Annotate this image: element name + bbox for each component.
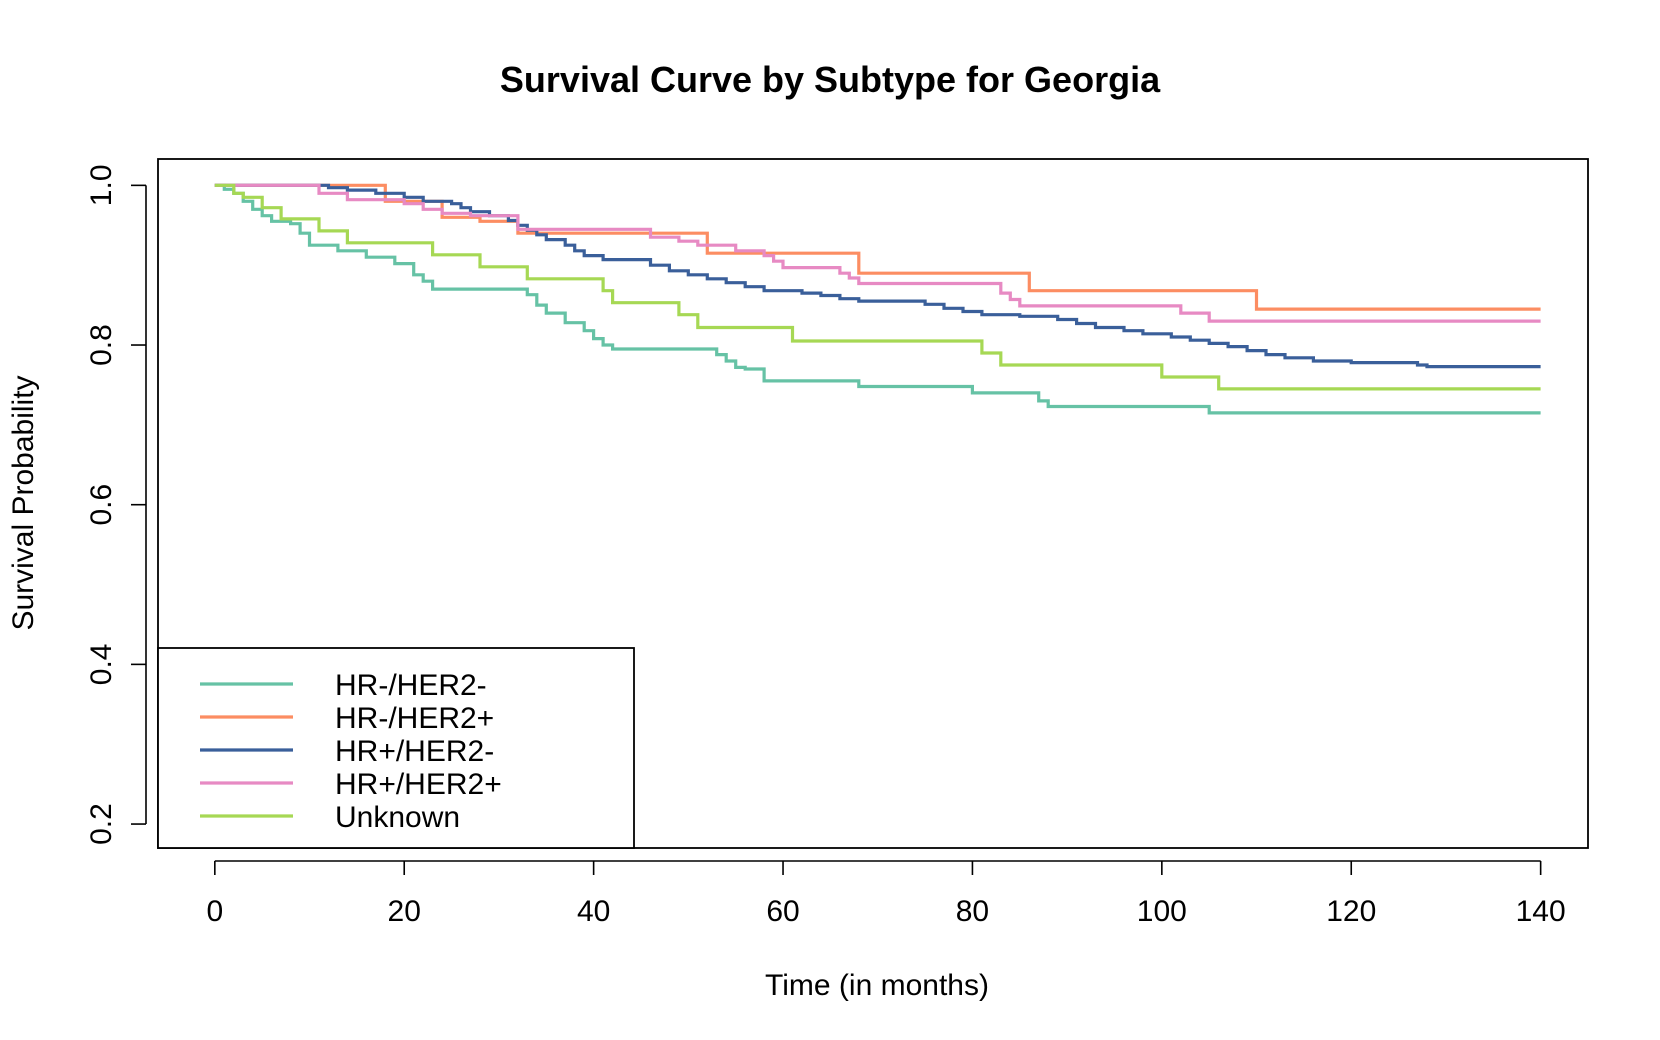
- x-tick-label-40: 40: [577, 895, 610, 928]
- plot-frame: [157, 158, 1589, 849]
- y-tick-label-1.0: 1.0: [85, 164, 118, 206]
- legend-label-HR-/HER2-: HR-/HER2-: [335, 669, 487, 702]
- x-tick-label-120: 120: [1326, 895, 1376, 928]
- x-tick-label-80: 80: [956, 895, 989, 928]
- plot-area: [157, 158, 1589, 849]
- x-tick-label-20: 20: [388, 895, 421, 928]
- legend: HR-/HER2-HR-/HER2+HR+/HER2-HR+/HER2+Unkn…: [157, 647, 635, 849]
- legend-label-HR+/HER2-: HR+/HER2-: [335, 735, 494, 768]
- curve-Unknown: [214, 183, 1541, 391]
- x-tick-label-100: 100: [1137, 895, 1187, 928]
- x-tick-label-60: 60: [766, 895, 799, 928]
- y-tick-label-0.2: 0.2: [85, 803, 118, 845]
- y-axis-label: Survival Probability: [7, 375, 40, 630]
- y-tick-label-0.6: 0.6: [85, 484, 118, 526]
- chart-title: Survival Curve by Subtype for Georgia: [500, 59, 1161, 100]
- curve-HR-/HER2-: [214, 183, 1541, 415]
- curve-HR+/HER2+: [214, 183, 1541, 323]
- x-tick-label-140: 140: [1516, 895, 1566, 928]
- legend-label-Unknown: Unknown: [335, 801, 460, 834]
- survival-curves: [214, 183, 1541, 415]
- legend-label-HR+/HER2+: HR+/HER2+: [335, 768, 502, 801]
- x-axis-label: Time (in months): [765, 969, 989, 1002]
- legend-label-HR-/HER2+: HR-/HER2+: [335, 702, 494, 735]
- curve-HR-/HER2+: [214, 183, 1541, 311]
- y-tick-label-0.4: 0.4: [85, 644, 118, 686]
- x-axis: 0 20 40 60 80 100 120 140: [206, 860, 1566, 928]
- x-tick-label-0: 0: [206, 895, 223, 928]
- y-axis: 0.2 0.4 0.6 0.8 1.0: [85, 164, 147, 845]
- y-tick-label-0.8: 0.8: [85, 324, 118, 366]
